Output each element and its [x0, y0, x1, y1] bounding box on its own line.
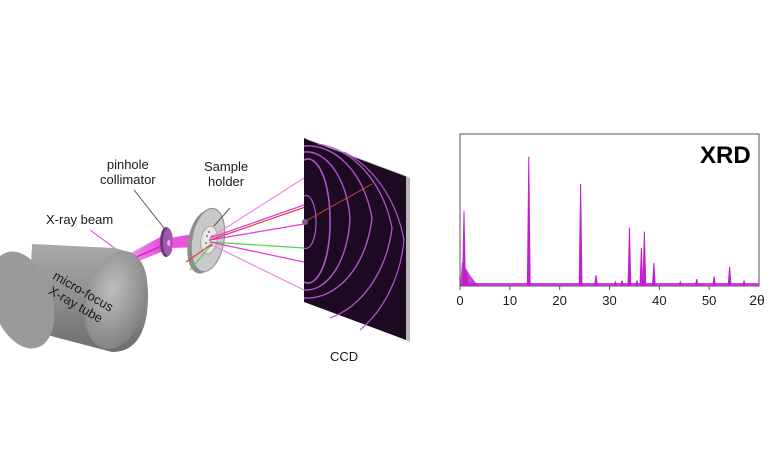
xrd-peak	[639, 247, 644, 286]
sample-holder-label: Sample holder	[204, 159, 248, 189]
ccd-label: CCD	[330, 349, 359, 364]
xrd-peak	[678, 280, 683, 286]
xrd-peak	[526, 156, 531, 286]
sample-label-line2: holder	[207, 174, 245, 189]
debye-rings	[303, 143, 405, 331]
xrd-peak	[742, 280, 746, 286]
xrd-peak	[627, 227, 632, 286]
tube-end-cap	[84, 250, 148, 350]
xrd-x-axis-label: 2θ	[749, 292, 765, 308]
xrd-tick-label: 10	[503, 293, 517, 308]
xrd-peak	[594, 275, 598, 286]
xrd-peak	[620, 280, 624, 286]
xrd-tick-label: 20	[552, 293, 566, 308]
xrd-tick-label: 30	[602, 293, 616, 308]
sample-pointer-line	[213, 207, 231, 227]
pinhole-collimator-label: pinhole collimator	[100, 157, 156, 187]
xray-beam-label: X-ray beam	[46, 212, 114, 227]
xrd-peak	[462, 211, 466, 286]
xrd-tick-label: 50	[702, 293, 716, 308]
pinhole-label-line2: collimator	[100, 172, 156, 187]
sample-holder	[187, 207, 226, 274]
xrd-x-ticks: 0 10 20 30 40 50 2θ	[456, 286, 765, 308]
xrd-tick-label: 40	[652, 293, 666, 308]
xrd-peak	[464, 269, 469, 286]
pinhole-label-line1: pinhole	[106, 157, 149, 172]
xray-tube	[0, 244, 149, 352]
xrd-peak	[634, 280, 639, 286]
xrd-baseline	[460, 283, 759, 286]
xrd-chart	[460, 156, 759, 286]
xrd-peak	[578, 183, 583, 286]
pinhole-pointer-line	[133, 189, 165, 229]
xrd-peak	[727, 266, 732, 286]
xrd-title: XRD	[700, 142, 751, 169]
xrd-tick-label: 0	[456, 293, 463, 308]
sample-label-line1: Sample	[204, 159, 249, 174]
xrd-peak	[694, 279, 699, 286]
xrd-peak	[613, 280, 618, 286]
ccd-detector	[302, 138, 410, 342]
xrd-peak	[642, 231, 647, 286]
xrd-plot-frame	[459, 133, 760, 287]
pinhole-collimator	[160, 227, 173, 257]
xrd-peak	[712, 276, 717, 286]
xrd-peak	[651, 262, 656, 286]
